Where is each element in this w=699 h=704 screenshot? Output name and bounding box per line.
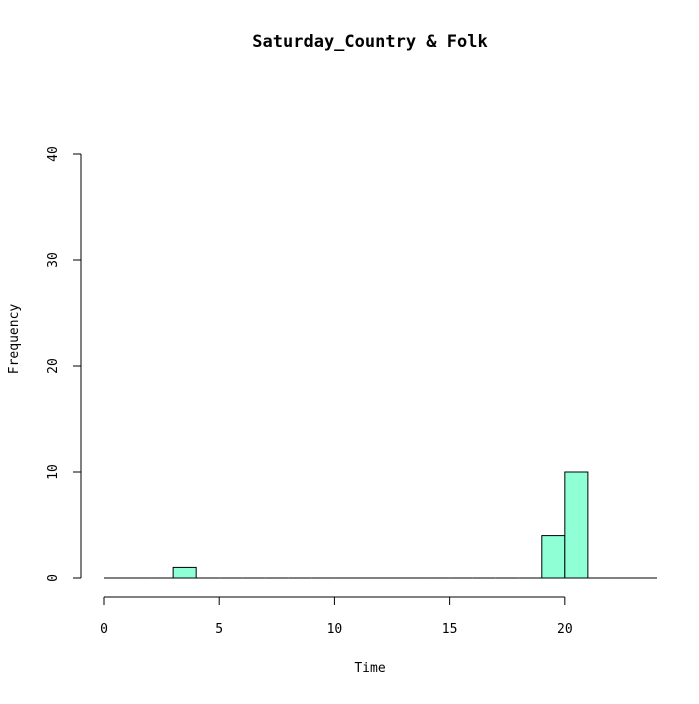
y-tick-label: 10 — [46, 464, 61, 480]
chart-title: Saturday_Country & Folk — [252, 32, 487, 52]
histogram-bar — [541, 535, 566, 579]
y-tick-label: 0 — [46, 574, 61, 582]
y-axis-label: Frequency — [7, 304, 22, 375]
y-tick-label: 40 — [46, 146, 61, 162]
y-axis: 0 10 20 30 40 — [46, 146, 82, 582]
bars-group — [104, 471, 657, 579]
x-tick-label: 0 — [100, 622, 108, 637]
x-tick-label: 10 — [327, 622, 343, 637]
x-axis-label: Time — [354, 661, 385, 676]
y-tick-label: 30 — [46, 252, 61, 268]
x-axis: 0 5 10 15 20 — [100, 596, 573, 637]
y-tick-label: 20 — [46, 358, 61, 374]
x-tick-label: 15 — [442, 622, 458, 637]
histogram-bar — [564, 471, 589, 579]
x-tick-label: 5 — [215, 622, 223, 637]
histogram-bar — [172, 566, 197, 579]
x-tick-label: 20 — [557, 622, 573, 637]
